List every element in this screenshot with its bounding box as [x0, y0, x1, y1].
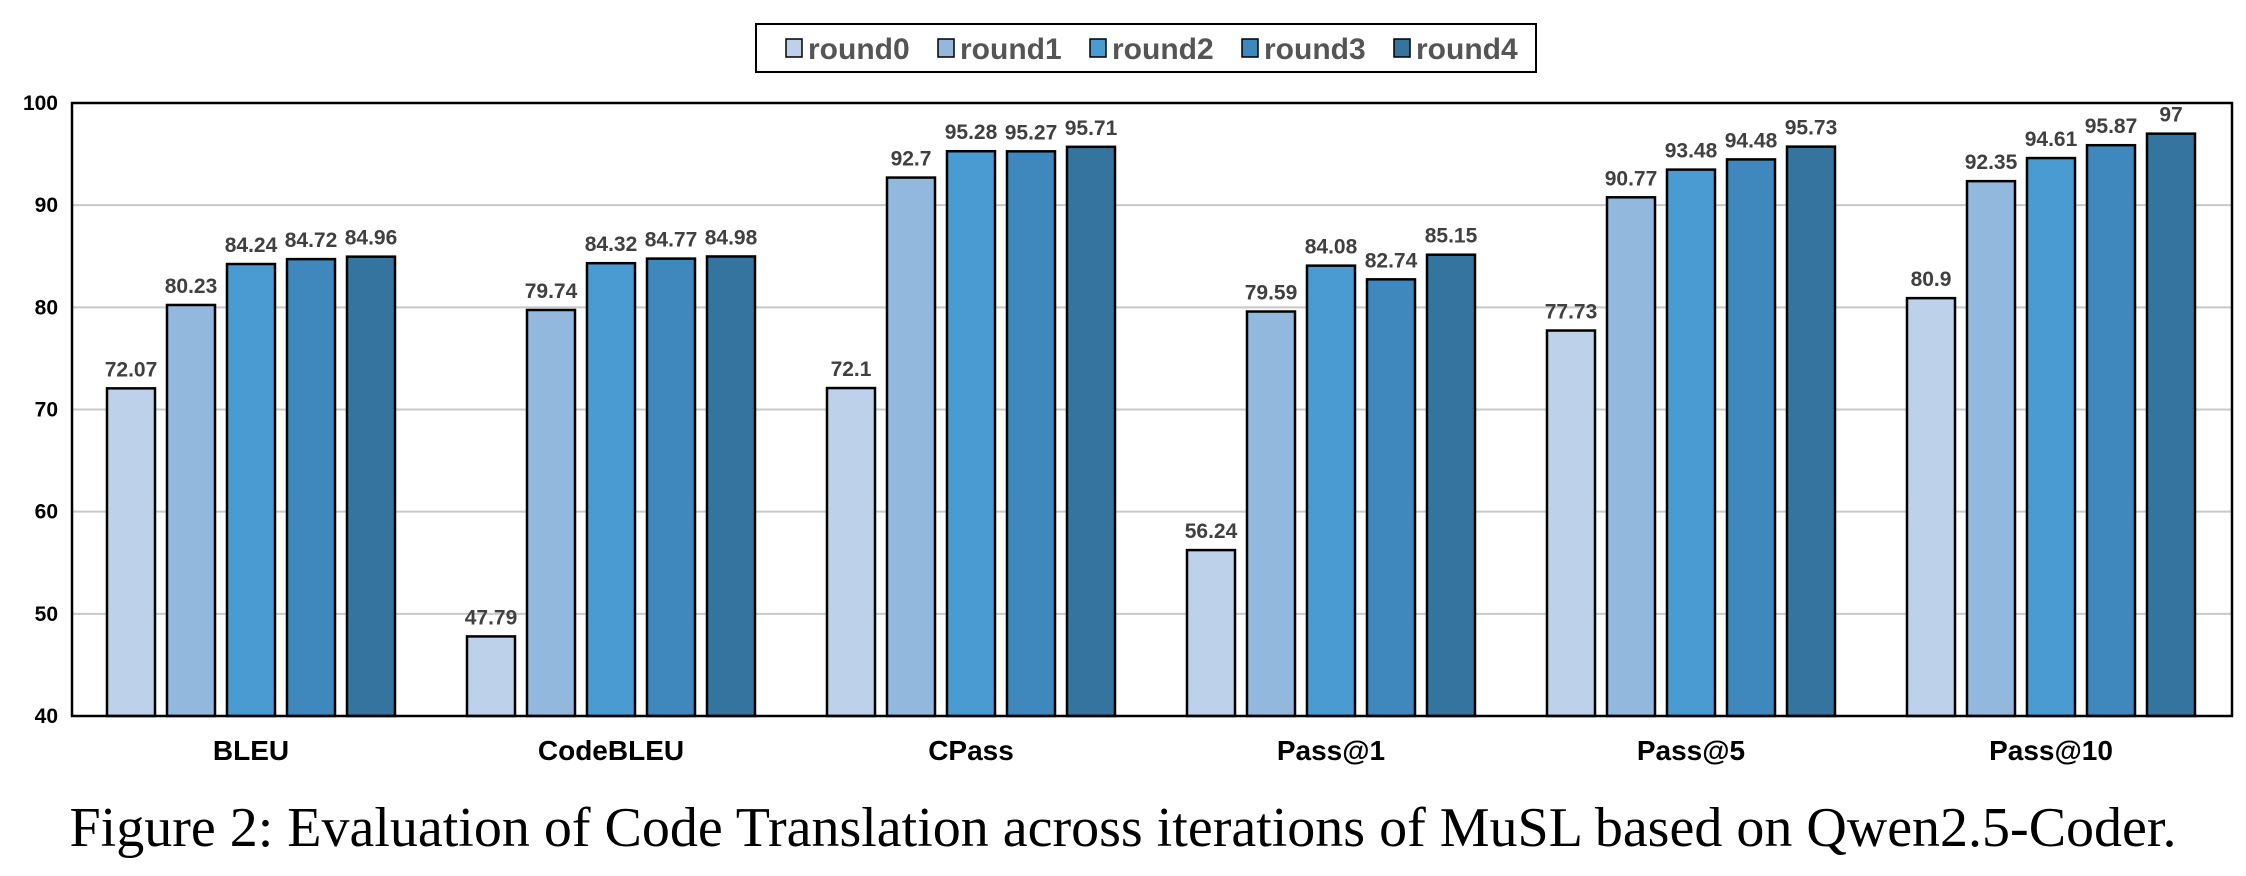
data-label: 80.23: [165, 275, 218, 298]
plot-frame: [70, 101, 2234, 718]
legend: round0 round1 round2 round3 round4: [755, 23, 1537, 73]
bars-layer: 72.07 80.23 84.24 84.72 84.96 47.79 79.74 84.32…: [105, 104, 2197, 718]
data-label: 77.73: [1545, 301, 1598, 324]
bar-codebleu-round4: [705, 255, 757, 718]
data-label: 84.24: [225, 234, 278, 257]
legend-swatch-round1: [937, 38, 955, 58]
y-tick-label: 50: [35, 603, 58, 626]
bar-cpass-round2: [945, 149, 997, 718]
legend-swatch-round0: [785, 38, 803, 58]
data-label: 95.71: [1065, 117, 1118, 140]
data-label: 84.96: [345, 227, 398, 250]
legend-swatch-round3: [1241, 38, 1259, 58]
bar-pass-5-round0: [1545, 329, 1597, 718]
bar-chart: 40 50 60 70 80 90 100 72.07 80.23 84.24 84.72 84.9…: [23, 23, 2234, 766]
legend-label-round1: round1: [960, 33, 1062, 66]
legend-label-round4: round4: [1416, 33, 1518, 66]
data-label: 95.27: [1005, 121, 1058, 144]
bar-cpass-round3: [1005, 150, 1057, 718]
legend-label-round2: round2: [1112, 33, 1214, 66]
y-tick-label: 40: [35, 705, 58, 728]
bar-bleu-round0: [105, 387, 157, 718]
legend-swatch-round4: [1393, 38, 1411, 58]
x-tick-label: BLEU: [213, 735, 289, 766]
legend-label-round3: round3: [1264, 33, 1366, 66]
bar-pass-1-round1: [1245, 310, 1297, 718]
data-label: 79.74: [525, 280, 578, 303]
data-label: 82.74: [1365, 249, 1418, 272]
y-tick-label: 60: [35, 501, 58, 524]
data-label: 95.73: [1785, 117, 1838, 140]
bar-pass-5-round3: [1725, 158, 1777, 718]
data-label: 80.9: [1911, 268, 1952, 291]
data-label: 47.79: [465, 606, 518, 629]
bar-pass-5-round1: [1605, 196, 1657, 718]
x-tick-label: Pass@1: [1277, 735, 1385, 766]
bar-cpass-round1: [885, 176, 937, 718]
data-label: 84.08: [1305, 236, 1358, 259]
data-label: 92.7: [891, 148, 932, 171]
bar-codebleu-round0: [465, 635, 517, 718]
data-label: 90.77: [1605, 167, 1658, 190]
bar-pass-5-round2: [1665, 168, 1717, 718]
bar-cpass-round0: [825, 386, 877, 718]
data-label: 94.61: [2025, 128, 2078, 151]
bar-cpass-round4: [1065, 145, 1117, 718]
bar-pass-10-round4: [2145, 132, 2197, 718]
data-label: 97: [2159, 104, 2182, 127]
data-label: 94.48: [1725, 129, 1778, 152]
bar-pass-1-round2: [1305, 264, 1357, 718]
bar-pass-10-round3: [2085, 143, 2137, 718]
y-tick-label: 100: [23, 92, 58, 115]
x-tick-label: Pass@5: [1637, 735, 1745, 766]
bar-bleu-round1: [165, 303, 217, 718]
y-tick-label: 90: [35, 194, 58, 217]
bar-pass-1-round4: [1425, 253, 1477, 718]
data-label: 72.1: [831, 358, 872, 381]
x-axis: BLEU CodeBLEU CPass Pass@1 Pass@5 Pass@10: [213, 735, 2113, 766]
legend-label-round0: round0: [808, 33, 910, 66]
data-label: 84.77: [645, 229, 698, 252]
data-label: 84.32: [585, 233, 638, 256]
bar-pass-5-round4: [1785, 145, 1837, 718]
bar-bleu-round2: [225, 262, 277, 718]
legend-swatch-round2: [1089, 38, 1107, 58]
bar-pass-10-round2: [2025, 156, 2077, 718]
figure-caption: Figure 2: Evaluation of Code Translation…: [69, 797, 2177, 859]
bar-bleu-round3: [285, 257, 337, 718]
data-label: 85.15: [1425, 225, 1478, 248]
bar-codebleu-round1: [525, 308, 577, 718]
bar-codebleu-round2: [585, 261, 637, 718]
data-label: 95.87: [2085, 115, 2138, 138]
y-axis: 40 50 60 70 80 90 100: [23, 92, 58, 728]
bar-codebleu-round3: [645, 257, 697, 718]
data-label: 72.07: [105, 358, 158, 381]
data-label: 84.98: [705, 226, 758, 249]
y-tick-label: 80: [35, 296, 58, 319]
bar-pass-1-round3: [1365, 278, 1417, 718]
y-tick-label: 70: [35, 399, 58, 422]
data-label: 84.72: [285, 229, 338, 252]
bar-pass-10-round1: [1965, 179, 2017, 718]
x-tick-label: Pass@10: [1989, 735, 2113, 766]
data-label: 79.59: [1245, 282, 1298, 305]
x-tick-label: CPass: [928, 735, 1014, 766]
data-label: 95.28: [945, 121, 998, 144]
x-tick-label: CodeBLEU: [538, 735, 684, 766]
bar-pass-1-round0: [1185, 548, 1237, 718]
bar-pass-10-round0: [1905, 296, 1957, 718]
data-label: 56.24: [1185, 520, 1238, 543]
data-label: 93.48: [1665, 140, 1718, 163]
bar-bleu-round4: [345, 255, 397, 718]
data-label: 92.35: [1965, 151, 2018, 174]
